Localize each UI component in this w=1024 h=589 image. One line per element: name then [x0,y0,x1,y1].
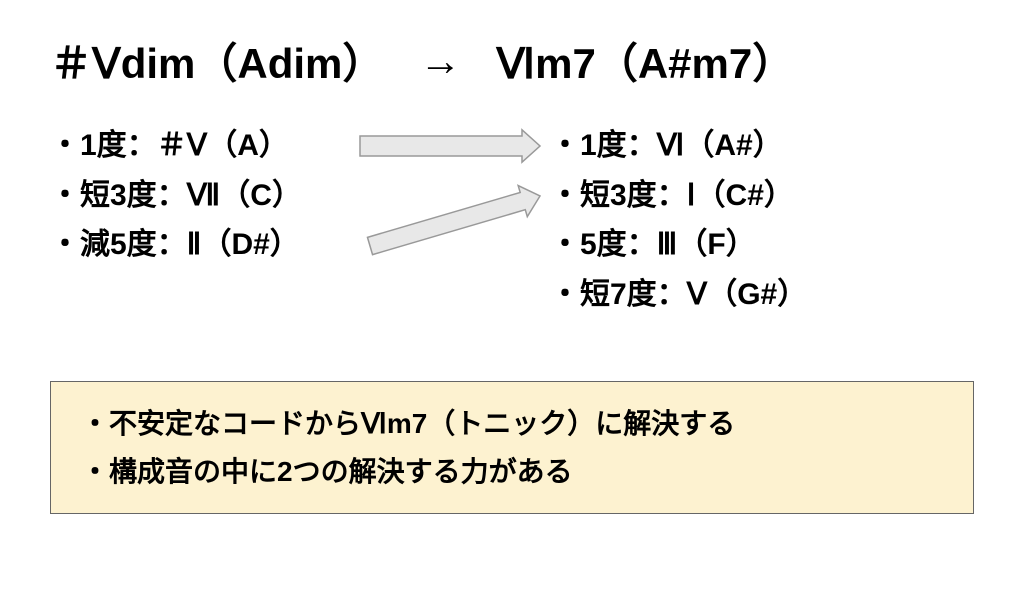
info-line-1: ・構成音の中に2つの解決する力がある [81,448,943,496]
right-chord-list: ・1度：Ⅵ（A#） ・短3度：Ⅰ（C#） ・5度：Ⅲ（F） ・短7度：Ⅴ（G#） [550,121,807,319]
title-left-chord: ＃Ⅴdim（Adim） [50,30,384,91]
content-area: ・1度：＃Ⅴ（A） ・短3度：Ⅶ（C） ・減5度：Ⅱ（D#） ・1度：Ⅵ（A#）… [50,121,974,361]
title-row: ＃Ⅴdim（Adim） → Ⅵm7（A#m7） [50,30,974,91]
title-arrow: → [419,37,461,85]
left-item-0: ・1度：＃Ⅴ（A） [50,121,302,171]
right-item-0: ・1度：Ⅵ（A#） [550,121,807,171]
right-item-1: ・短3度：Ⅰ（C#） [550,171,807,221]
right-item-2: ・5度：Ⅲ（F） [550,220,807,270]
left-item-2: ・減5度：Ⅱ（D#） [50,220,302,270]
left-chord-list: ・1度：＃Ⅴ（A） ・短3度：Ⅶ（C） ・減5度：Ⅱ（D#） [50,121,302,270]
right-item-3: ・短7度：Ⅴ（G#） [550,270,807,320]
title-right-chord: Ⅵm7（A#m7） [496,30,794,91]
info-box: ・不安定なコードからⅥm7（トニック）に解決する ・構成音の中に2つの解決する力… [50,381,974,514]
left-item-1: ・短3度：Ⅶ（C） [50,171,302,221]
info-line-0: ・不安定なコードからⅥm7（トニック）に解決する [81,400,943,448]
